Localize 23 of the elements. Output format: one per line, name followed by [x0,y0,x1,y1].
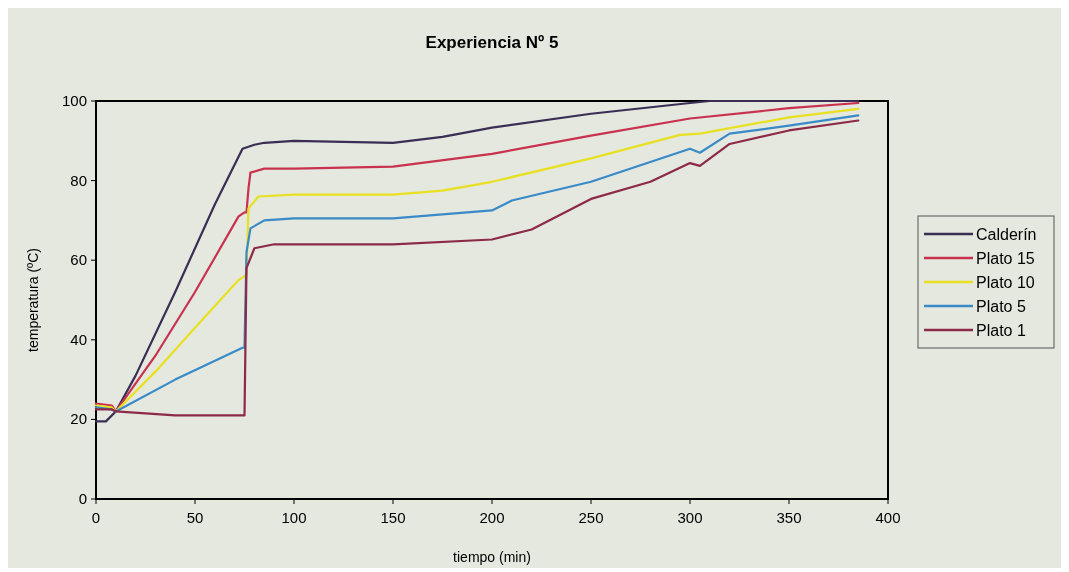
chart-title: Experiencia Nº 5 [425,33,559,52]
x-tick-label: 0 [91,509,101,526]
x-tick-label: 300 [677,509,703,526]
x-tick-label: 200 [479,509,505,526]
x-tick-label: 250 [578,509,604,526]
y-tick-label: 100 [61,92,87,109]
legend-label: Plato 15 [976,250,1035,267]
y-tick-label: 40 [70,330,87,348]
legend-label: Plato 10 [976,274,1035,291]
legend-label: Plato 1 [976,322,1026,339]
y-tick-label: 0 [78,490,87,507]
x-tick-label: 100 [281,509,307,526]
y-axis-title: temperatura (ºC) [25,248,41,352]
legend-label: Plato 5 [976,298,1026,315]
y-tick-label: 80 [70,171,87,189]
x-tick-label: 150 [380,509,406,526]
y-tick-label: 60 [70,251,87,269]
legend-label: Calderín [976,226,1037,243]
y-tick-label: 20 [70,410,87,428]
x-axis-title: tiempo (min) [453,549,531,565]
x-tick-label: 400 [875,509,901,526]
x-tick-label: 350 [776,509,802,526]
x-tick-label: 50 [186,509,204,526]
